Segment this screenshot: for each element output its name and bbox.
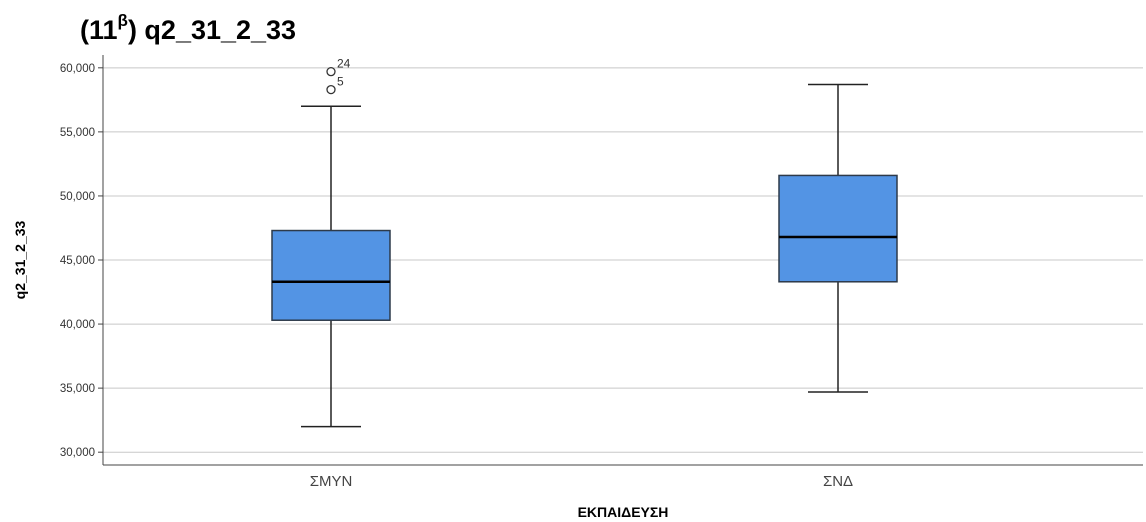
y-tick-label: 40,000: [60, 319, 95, 331]
box-2: [778, 83, 898, 393]
y-tick-label: 35,000: [60, 383, 95, 395]
boxes: 245: [271, 57, 898, 428]
outlier-label: 5: [337, 75, 344, 89]
gridlines: [103, 67, 1143, 453]
chart-title-prefix: (11: [80, 15, 118, 45]
outlier-point: [326, 67, 336, 77]
iqr-box: [271, 229, 391, 321]
y-tick-label: 30,000: [60, 447, 95, 459]
x-category-label: ΣΜΥΝ: [310, 473, 353, 490]
chart-title-superscript: β: [117, 11, 128, 30]
outlier-label: 24: [337, 57, 351, 71]
box-1: 245: [271, 57, 391, 428]
x-category-label: ΣΝΔ: [823, 473, 853, 490]
y-tick-label: 45,000: [60, 255, 95, 267]
x-axis-categories: ΣΜΥΝ ΣΝΔ: [310, 473, 853, 490]
y-tick-label: 60,000: [60, 63, 95, 75]
iqr-box: [778, 174, 898, 283]
chart-title-suffix: ) q2_31_2_33: [127, 15, 297, 45]
y-axis-ticks: 30,000 35,000 40,000 45,000 50,000 55,000 60,0…: [60, 63, 103, 459]
y-tick-label: 50,000: [60, 191, 95, 203]
y-tick-label: 55,000: [60, 127, 95, 139]
outlier-point: [326, 84, 336, 95]
chart-title: (11β) q2_31_2_33: [80, 11, 297, 46]
x-axis-title: ΕΚΠΑΙΔΕΥΣΗ: [578, 504, 669, 520]
y-axis-title: q2_31_2_33: [12, 220, 28, 299]
